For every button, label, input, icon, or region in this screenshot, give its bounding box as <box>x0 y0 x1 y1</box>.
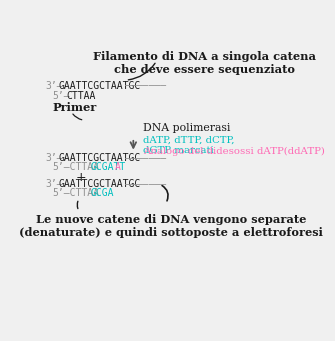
Text: ———————: ——————— <box>125 153 166 163</box>
Text: GAATTCGCTAATGC: GAATTCGCTAATGC <box>59 153 141 163</box>
Text: 3’—: 3’— <box>46 153 63 163</box>
Text: 5’—: 5’— <box>53 91 70 101</box>
Text: Analogo del didesossi dATP(ddATP): Analogo del didesossi dATP(ddATP) <box>143 146 325 155</box>
Text: Le nuove catene di DNA vengono separate
(denaturate) e quindi sottoposte a elett: Le nuove catene di DNA vengono separate … <box>19 214 323 238</box>
FancyArrowPatch shape <box>162 186 168 201</box>
Text: DNA polimerasi: DNA polimerasi <box>143 123 230 133</box>
Text: dATP, dTTP, dCTP,
dGTP marcati: dATP, dTTP, dCTP, dGTP marcati <box>143 136 234 155</box>
Text: 5’—CTTAA: 5’—CTTAA <box>53 188 100 198</box>
FancyArrowPatch shape <box>73 114 82 120</box>
Text: GCGATT: GCGATT <box>91 162 126 172</box>
Text: GCGA: GCGA <box>91 188 114 198</box>
Text: GAATTCGCTAATGC: GAATTCGCTAATGC <box>59 179 141 189</box>
Text: Filamento di DNA a singola catena
che deve essere sequenziato: Filamento di DNA a singola catena che de… <box>93 51 316 75</box>
Text: CTTAA: CTTAA <box>66 91 95 101</box>
Text: 3’—: 3’— <box>46 179 63 189</box>
Text: ———————: ——————— <box>125 179 166 189</box>
Text: A: A <box>115 162 121 172</box>
Text: ———————: ——————— <box>125 80 166 91</box>
Text: +: + <box>75 171 86 184</box>
FancyArrowPatch shape <box>77 201 78 209</box>
Text: Primer: Primer <box>53 102 97 113</box>
Text: 3’—: 3’— <box>46 80 63 91</box>
Text: 5’—CTTAA: 5’—CTTAA <box>53 162 100 172</box>
FancyArrowPatch shape <box>128 63 155 80</box>
Text: GAATTCGCTAATGC: GAATTCGCTAATGC <box>59 80 141 91</box>
